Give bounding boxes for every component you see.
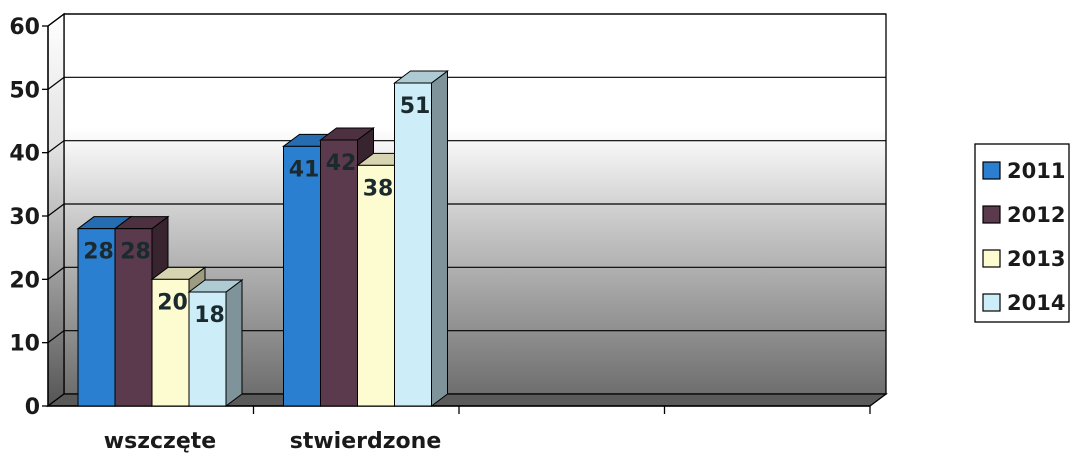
gridline <box>47 203 886 217</box>
bar-2014-0 <box>188 291 227 407</box>
data-label: 38 <box>363 176 394 201</box>
bar-2011-0 <box>77 228 116 407</box>
gridline <box>47 140 886 154</box>
bar-2014-1 <box>394 82 432 407</box>
gridlines <box>47 13 886 344</box>
bar-side <box>431 70 448 407</box>
gridline <box>47 13 886 27</box>
gridline <box>47 266 886 280</box>
legend-label: 2012 <box>1007 203 1065 227</box>
bar-2013-1 <box>357 164 395 407</box>
bar-2011-1 <box>283 145 321 407</box>
data-label: 42 <box>326 151 357 176</box>
y-tick-label: 60 <box>9 15 40 40</box>
data-label: 41 <box>289 157 320 182</box>
y-tick-label: 50 <box>9 78 40 103</box>
y-tick-label: 40 <box>9 142 40 167</box>
data-label: 51 <box>400 94 431 119</box>
data-label: 28 <box>120 240 151 265</box>
x-category-label: wszczęte <box>104 429 216 454</box>
data-label: 20 <box>157 290 188 315</box>
y-tick-label: 20 <box>9 268 40 293</box>
bars <box>76 70 449 407</box>
legend-label: 2014 <box>1007 291 1065 315</box>
data-label: 28 <box>83 240 114 265</box>
legend: 2011 2012 2013 2014 <box>974 143 1070 323</box>
y-tick-label: 0 <box>25 395 40 420</box>
gridline <box>47 76 886 90</box>
gridline <box>47 330 886 344</box>
axes: 0 10 20 30 40 50 60 wszczęte stwierdzone <box>9 15 871 454</box>
legend-label: 2013 <box>1007 247 1065 271</box>
legend-label: 2011 <box>1007 159 1065 183</box>
y-tick-label: 10 <box>9 332 40 357</box>
data-label: 18 <box>194 303 225 328</box>
bar-2012-1 <box>320 139 358 407</box>
legend-swatch <box>982 161 1001 180</box>
legend-swatch <box>982 293 1001 312</box>
bar-2012-0 <box>114 228 153 407</box>
bar-side <box>225 279 243 407</box>
bar-2013-0 <box>151 278 190 407</box>
legend-swatch <box>982 249 1001 268</box>
y-tick-label: 30 <box>9 205 40 230</box>
legend-swatch <box>982 205 1001 224</box>
x-category-label: stwierdzone <box>290 429 442 454</box>
